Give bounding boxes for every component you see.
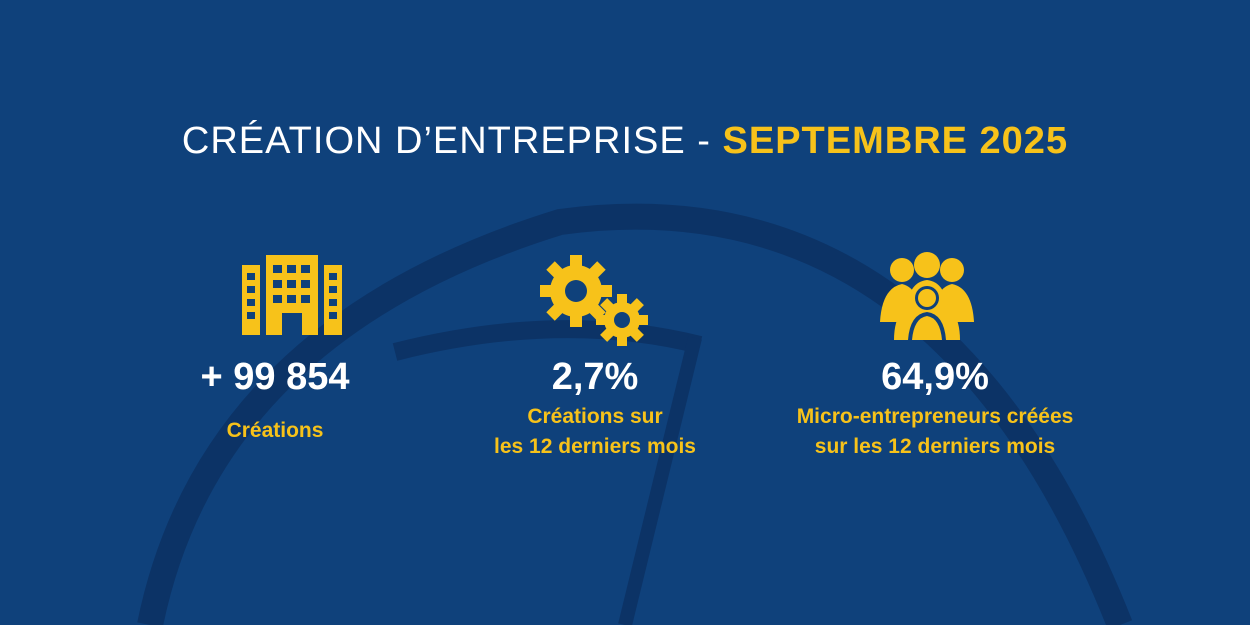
stat-label: Créations (150, 416, 400, 446)
title-separator: - (685, 120, 723, 162)
title-main: CRÉATION D’ENTREPRISE (181, 120, 686, 162)
stat-label-line: Créations (226, 419, 324, 442)
stat-value: + 99 854 (200, 356, 350, 398)
stat-label-line: sur les 12 derniers mois (814, 435, 1056, 458)
stat-label: Micro-entrepreneurs créées sur les 12 de… (760, 402, 1110, 462)
stat-value: 2,7% (551, 356, 639, 398)
stat-label-line: Créations sur (527, 405, 663, 428)
stat-value: 64,9% (881, 356, 989, 398)
page-title: CRÉATION D’ENTREPRISE - SEPTEMBRE 2025 (0, 118, 1250, 164)
title-date: SEPTEMBRE 2025 (722, 120, 1069, 162)
stat-label: Créations sur les 12 derniers mois (440, 402, 750, 462)
stat-label-line: les 12 derniers mois (494, 435, 696, 458)
building-icon (242, 255, 342, 335)
stat-label-line: Micro-entrepreneurs créées (796, 405, 1074, 428)
people-group-icon (880, 252, 974, 340)
gears-icon (540, 255, 648, 346)
